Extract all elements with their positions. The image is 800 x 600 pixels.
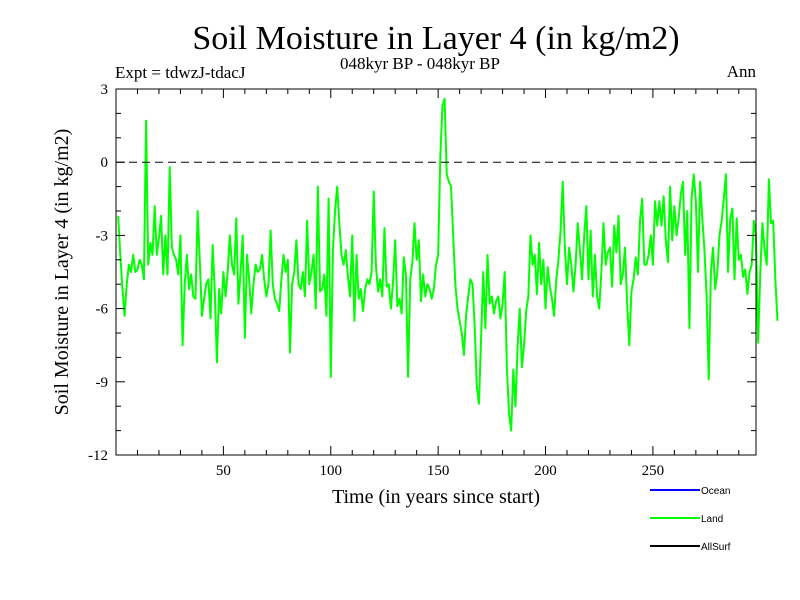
season-label: Ann	[727, 62, 757, 81]
x-tick-label: 250	[642, 463, 665, 479]
plot-area: 50 100 150 200 250 3 0 -3 -6 -9 -12	[88, 82, 779, 479]
chart-title: Soil Moisture in Layer 4 (in kg/m2)	[192, 20, 679, 57]
y-tick-label: -6	[96, 302, 109, 318]
y-axis-label: Soil Moisture in Layer 4 (in kg/m2)	[51, 129, 73, 416]
x-tick-label: 150	[427, 463, 450, 479]
x-tick-label: 50	[216, 463, 231, 479]
x-axis-label: Time (in years since start)	[332, 486, 540, 508]
y-tick-label: 0	[101, 155, 109, 171]
legend-label-land: Land	[701, 514, 723, 525]
experiment-label: Expt = tdwzJ-tdacJ	[115, 63, 246, 82]
chart-subtitle: 048kyr BP - 048kyr BP	[340, 54, 500, 73]
x-tick-label: 200	[534, 463, 557, 479]
legend: Ocean Land AllSurf	[650, 486, 731, 553]
x-tick-label: 100	[320, 463, 343, 479]
y-tick-label: -9	[96, 375, 109, 391]
legend-label-allsurf: AllSurf	[701, 542, 731, 553]
legend-label-ocean: Ocean	[701, 486, 730, 497]
y-tick-label: -12	[88, 448, 108, 464]
series-line-land	[117, 97, 779, 432]
plot-frame	[115, 88, 757, 456]
y-tick-label: 3	[101, 82, 109, 98]
y-tick-label: -3	[96, 228, 109, 244]
